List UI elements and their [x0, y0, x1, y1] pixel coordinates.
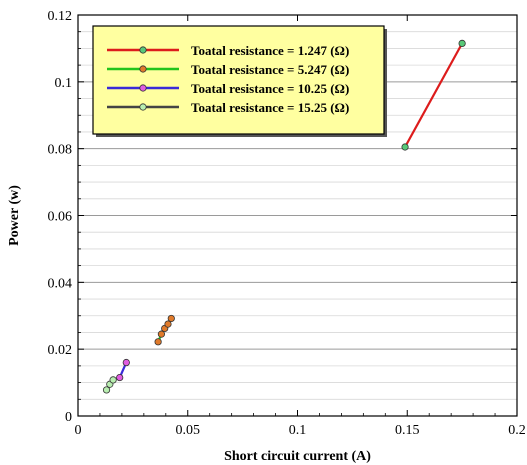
- x-tick-label: 0.05: [176, 423, 201, 438]
- y-tick-label: 0.1: [55, 76, 73, 91]
- y-tick-label: 0.06: [48, 210, 73, 225]
- data-point: [164, 320, 172, 328]
- data-point: [102, 386, 111, 394]
- x-tick-label: 0.1: [289, 423, 307, 438]
- x-tick-label: 0.15: [395, 423, 420, 438]
- data-point: [154, 338, 162, 346]
- series-line-1: [404, 42, 464, 148]
- axis-ticks: 0 0.02 0.04 0.06 0.08 0.1 0.12 0 0.05 0.1 0.15 0.2: [48, 9, 526, 438]
- x-axis-title: Short circuit current (A): [224, 449, 371, 464]
- legend-entry: Toatal resistance = 15.25 (Ω): [191, 100, 349, 115]
- y-tick-label: 0.02: [48, 343, 73, 358]
- legend-entry: Toatal resistance = 5.247 (Ω): [191, 62, 349, 77]
- data-point: [116, 373, 124, 382]
- legend-entry: Toatal resistance = 1.247 (Ω): [191, 43, 349, 58]
- legend-swatch-marker: [139, 65, 147, 73]
- legend-swatch-marker: [139, 103, 147, 111]
- legend-swatch-marker: [139, 84, 147, 92]
- legend-swatch-marker: [139, 46, 147, 54]
- x-tick-label: 0.2: [508, 423, 526, 438]
- data-point: [458, 39, 466, 48]
- data-point: [122, 358, 130, 367]
- data-point: [157, 330, 166, 338]
- legend-entry: Toatal resistance = 10.25 (Ω): [191, 81, 349, 96]
- data-point: [109, 376, 117, 384]
- legend: Toatal resistance = 1.247 (Ω) Toatal resi…: [92, 25, 387, 137]
- series-lines: [102, 39, 466, 394]
- y-tick-label: 0: [65, 410, 72, 425]
- y-axis-title: Power (w): [7, 185, 22, 246]
- y-tick-label: 0.12: [48, 9, 73, 24]
- data-point: [401, 143, 409, 151]
- x-tick-label: 0: [75, 423, 82, 438]
- legend-box: [92, 25, 385, 135]
- y-tick-label: 0.08: [48, 143, 73, 158]
- y-tick-label: 0.04: [48, 276, 73, 291]
- data-point: [167, 314, 175, 323]
